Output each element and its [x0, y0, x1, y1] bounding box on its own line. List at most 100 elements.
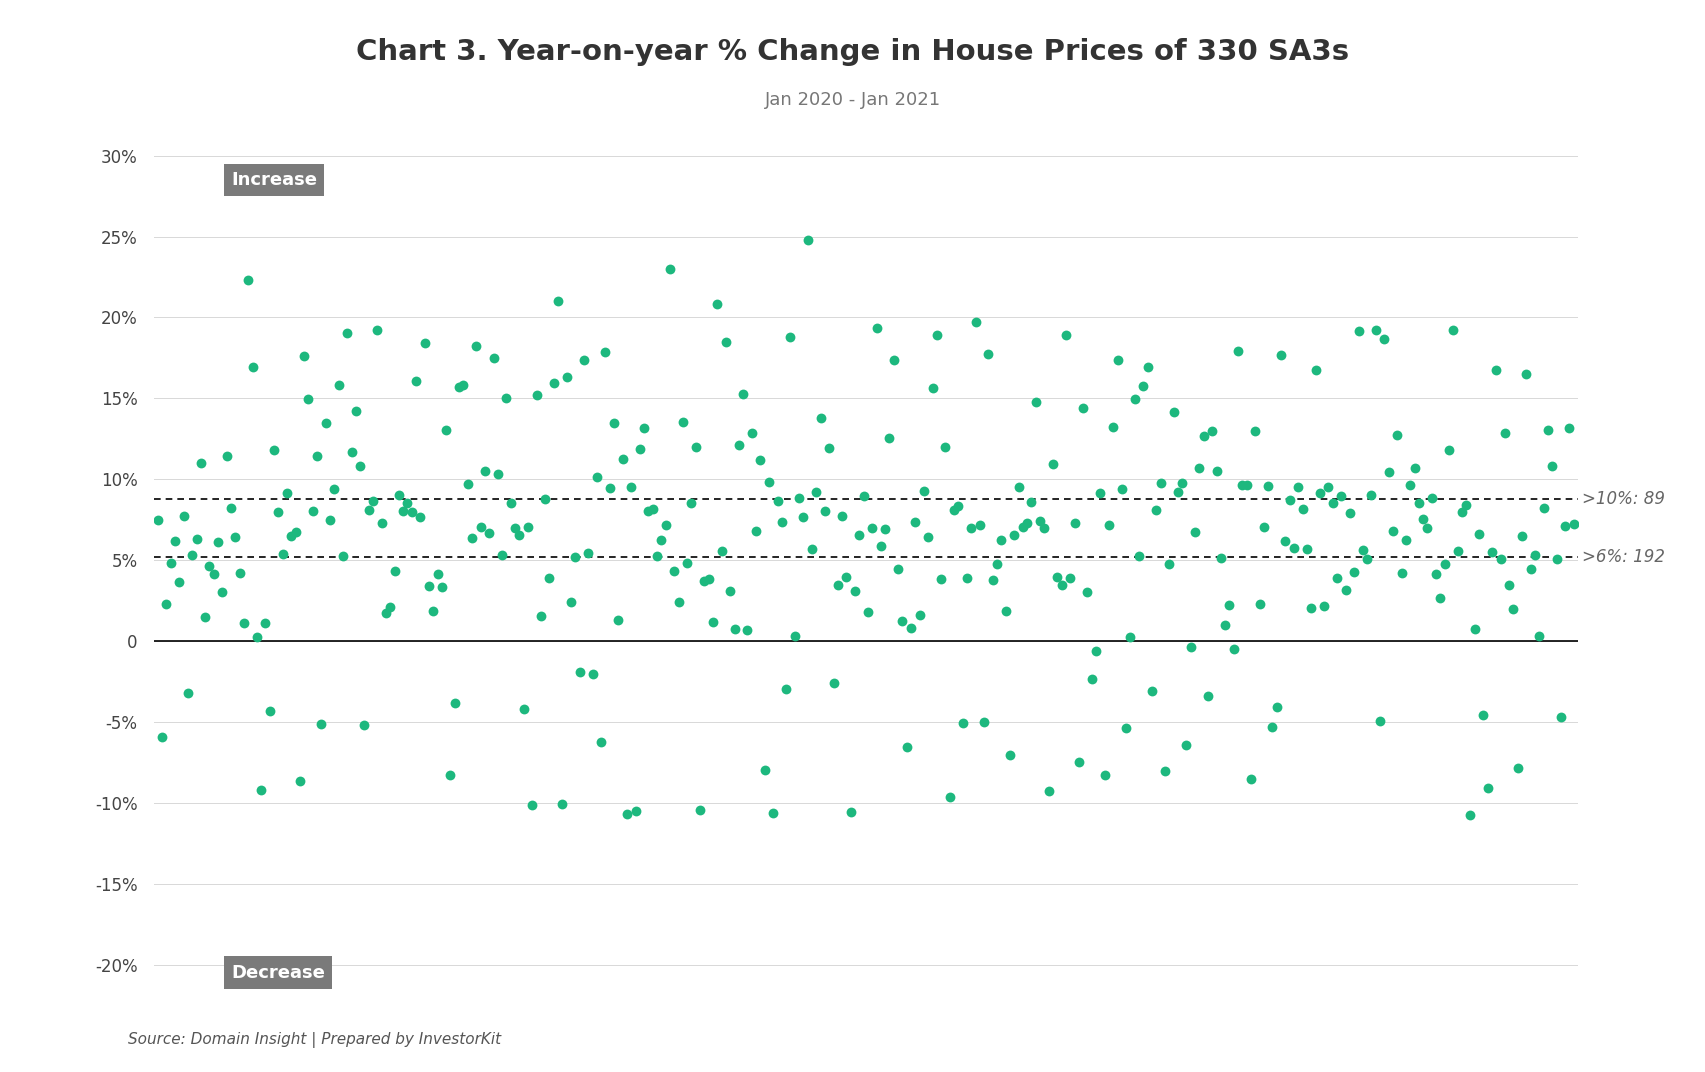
Point [334, 325, 361, 342]
Point [256, 702, 283, 719]
Point [651, 517, 679, 534]
Point [1159, 403, 1187, 420]
Point [1228, 477, 1255, 494]
Point [928, 570, 955, 587]
Point [962, 314, 989, 331]
Point [789, 508, 817, 525]
Point [1448, 504, 1475, 521]
Point [1388, 565, 1415, 582]
Point [324, 376, 351, 393]
Point [716, 583, 743, 600]
Point [948, 715, 975, 732]
Point [801, 483, 829, 501]
Point [380, 563, 407, 580]
Point [1473, 779, 1500, 796]
Point [1422, 565, 1449, 582]
Point [471, 462, 498, 479]
Point [269, 545, 297, 562]
Point [781, 628, 808, 645]
Point [583, 468, 610, 486]
Point [806, 410, 834, 427]
Point [880, 352, 907, 369]
Point [244, 629, 271, 646]
Point [1275, 491, 1303, 508]
Point [1301, 361, 1328, 378]
Point [1352, 551, 1379, 568]
Point [1482, 361, 1509, 378]
Point [501, 520, 529, 537]
Point [1315, 478, 1342, 495]
Point [1405, 495, 1432, 512]
Point [660, 562, 687, 579]
Point [939, 502, 967, 519]
Point [866, 538, 893, 555]
Point [278, 527, 305, 545]
Point [1323, 569, 1350, 586]
Point [532, 491, 559, 508]
Point [592, 343, 619, 360]
Point [1332, 581, 1359, 598]
Point [1487, 551, 1514, 568]
Point [411, 334, 438, 352]
Point [527, 608, 554, 625]
Point [725, 436, 752, 453]
Point [1253, 478, 1280, 495]
Point [1292, 540, 1320, 557]
Point [648, 532, 675, 549]
Point [1185, 460, 1212, 477]
Point [1391, 532, 1419, 549]
Point [1451, 496, 1478, 513]
Point [863, 319, 890, 337]
Point [162, 533, 189, 550]
Point [982, 556, 1009, 574]
Point [295, 390, 322, 407]
Point [355, 502, 382, 519]
Point [1326, 487, 1354, 504]
Point [1529, 500, 1557, 517]
Point [569, 352, 597, 369]
Point [419, 602, 447, 620]
Point [558, 594, 585, 611]
Point [936, 788, 963, 805]
Point [307, 715, 334, 732]
Point [454, 476, 481, 493]
Point [1344, 323, 1371, 340]
Point [264, 504, 292, 521]
Point [1112, 719, 1139, 736]
Point [1309, 597, 1337, 614]
Point [394, 495, 421, 512]
Point [363, 322, 390, 339]
Text: >6%: 192: >6%: 192 [1582, 548, 1664, 566]
Point [1417, 489, 1444, 506]
Point [423, 565, 450, 582]
Point [772, 681, 800, 698]
Point [1055, 569, 1083, 586]
Point [685, 801, 713, 818]
Point [699, 613, 726, 630]
Point [730, 386, 757, 403]
Point [377, 598, 404, 615]
Point [875, 430, 902, 447]
Point [1250, 519, 1277, 536]
Point [1490, 425, 1517, 442]
Point [1340, 564, 1367, 581]
Text: Source: Domain Insight | Prepared by InvestorKit: Source: Domain Insight | Prepared by Inv… [128, 1032, 501, 1048]
Point [1035, 783, 1062, 800]
Point [733, 622, 760, 639]
Point [1284, 478, 1311, 495]
Point [764, 492, 791, 509]
Point [677, 494, 704, 511]
Point [708, 542, 735, 560]
Point [1103, 352, 1130, 369]
Point [742, 522, 769, 539]
Point [824, 576, 851, 593]
Point [1456, 806, 1483, 823]
Point [566, 662, 593, 680]
Point [561, 548, 588, 565]
Point [1555, 419, 1582, 436]
Point [1038, 456, 1066, 473]
Point [784, 490, 812, 507]
Point [1546, 709, 1574, 726]
Point [1425, 590, 1453, 607]
Point [406, 508, 433, 525]
